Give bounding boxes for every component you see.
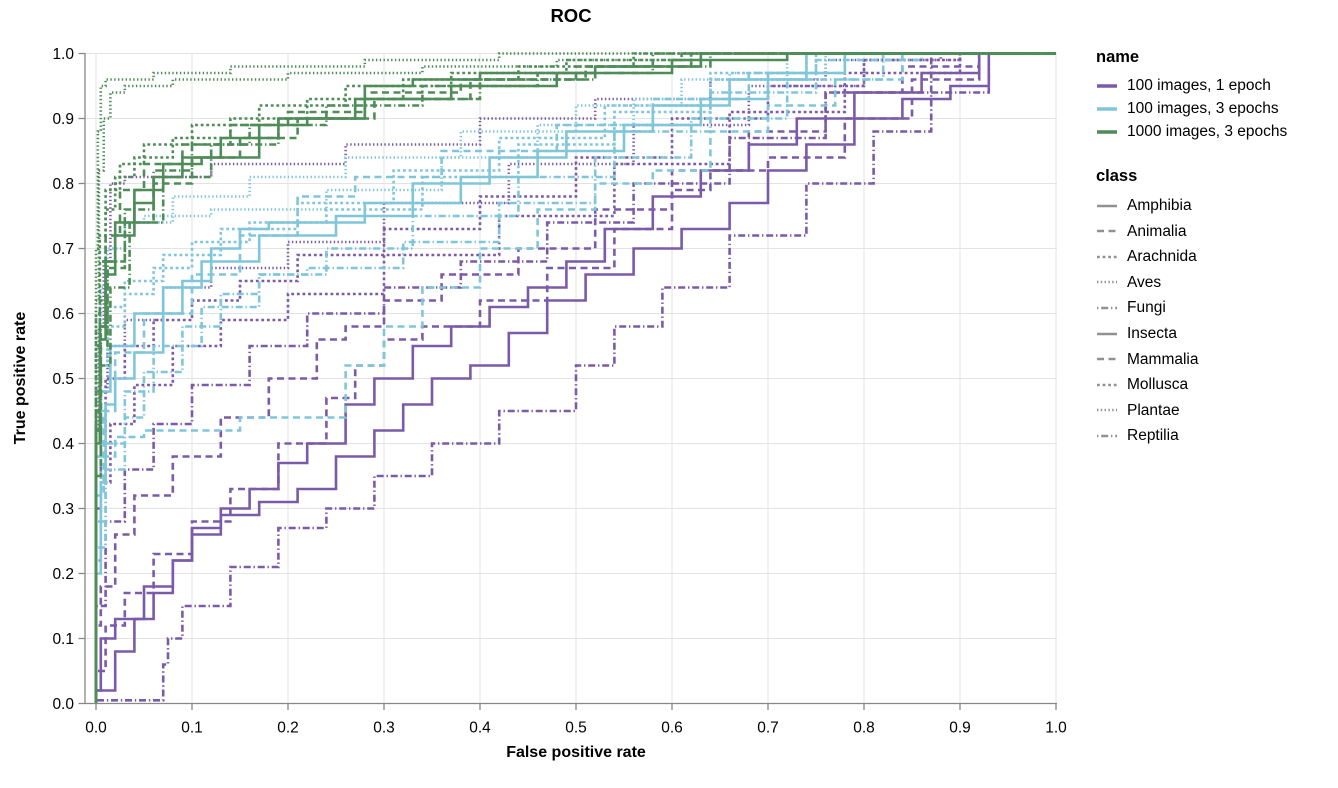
legend-item-mollusca: Mollusca [1096,372,1287,398]
roc-curve-1000-images-3-epochs-reptilia [94,52,1056,704]
roc-curve-100-images-1-epoch-insecta [94,52,1056,704]
legend-item-label: Reptilia [1127,427,1179,445]
legend-swatch-1000-images-3-epochs-icon [1097,130,1117,135]
x-tick-label: 0.8 [853,720,875,737]
legend: name 100 images, 1 epoch 100 images, 3 ep… [1096,47,1287,449]
x-tick-label: 0.0 [85,720,107,737]
legend-swatch-insecta-icon [1097,332,1117,335]
legend-item-insecta: Insecta [1096,321,1287,347]
roc-curve-100-images-1-epoch-plantae [94,52,1056,704]
y-tick-label: 0.2 [52,566,74,583]
legend-item-plantae: Plantae [1096,398,1287,424]
x-tick-label: 0.6 [661,720,683,737]
roc-curve-1000-images-3-epochs-plantae [94,52,1056,704]
legend-item-label: Insecta [1127,324,1177,342]
legend-item-100-images-3-epochs: 100 images, 3 epochs [1096,97,1287,120]
roc-curve-1000-images-3-epochs-aves [94,52,1056,704]
roc-curve-100-images-3-epochs-fungi [94,52,1056,704]
legend-swatch-mollusca-icon [1097,383,1117,387]
legend-item-reptilia: Reptilia [1096,423,1287,449]
roc-curve-100-images-1-epoch-fungi [94,52,1056,704]
roc-curve-100-images-3-epochs-animalia [94,52,1056,704]
legend-swatch-amphibia-icon [1097,204,1117,207]
legend-item-label: 100 images, 3 epochs [1127,100,1279,118]
roc-curve-1000-images-3-epochs-animalia [94,52,1056,704]
legend-class-title: class [1096,166,1138,185]
y-tick-label: 0.7 [52,241,74,258]
y-tick-label: 0.9 [52,111,74,128]
x-tick-label: 0.9 [949,720,971,737]
x-axis-title: False positive rate [506,744,646,761]
axes: 0.0 0.0 0.1 0.1 0.2 0.2 0.3 0.3 0.4 0.4 0.5 0.5 0.6 0… [52,46,1067,737]
legend-swatch-100-images-1-epoch-icon [1097,83,1117,88]
legend-item-label: Animalia [1127,222,1187,240]
legend-item-label: Arachnida [1127,248,1197,266]
roc-curve-100-images-3-epochs-aves [94,52,1056,704]
y-tick-label: 0.6 [52,306,74,323]
x-tick-label: 0.3 [373,720,395,737]
legend-item-mammalia: Mammalia [1096,346,1287,372]
y-tick-label: 0.4 [52,436,74,453]
legend-swatch-aves-icon [1097,281,1117,284]
gridlines [85,53,1057,704]
y-tick-label: 0.5 [52,371,74,388]
roc-curves [94,52,1056,704]
legend-item-animalia: Animalia [1096,218,1287,244]
roc-curve-100-images-1-epoch-reptilia [94,52,1056,704]
legend-item-fungi: Fungi [1096,295,1287,321]
roc-curve-100-images-1-epoch-mammalia [94,52,1056,704]
y-tick-label: 0.8 [52,176,74,193]
x-tick-label: 0.2 [277,720,299,737]
y-axis-title: True positive rate [12,311,29,445]
legend-item-aves: Aves [1096,270,1287,296]
y-tick-label: 0.3 [52,501,74,518]
legend-swatch-fungi-icon [1097,306,1117,310]
y-tick-label: 1.0 [52,46,74,63]
legend-item-label: Amphibia [1127,196,1192,214]
legend-item-label: Aves [1127,273,1162,291]
y-tick-label: 0.0 [52,696,74,713]
x-tick-label: 0.7 [757,720,779,737]
y-tick-label: 0.1 [52,631,74,648]
legend-swatch-arachnida-icon [1097,255,1117,259]
legend-item-label: 100 images, 1 epoch [1127,76,1271,94]
legend-swatch-reptilia-icon [1097,434,1117,438]
legend-item-1000-images-3-epochs: 1000 images, 3 epochs [1096,121,1287,144]
legend-item-label: Mollusca [1127,376,1189,394]
roc-curve-1000-images-3-epochs-mammalia [94,52,1056,704]
chart-title: ROC [550,5,592,26]
legend-name-title: name [1096,48,1140,66]
legend-item-label: Plantae [1127,401,1180,419]
legend-item-arachnida: Arachnida [1096,244,1287,270]
legend-item-100-images-1-epoch: 100 images, 1 epoch [1096,74,1287,97]
legend-item-label: 1000 images, 3 epochs [1127,123,1288,141]
legend-name-items: 100 images, 1 epoch 100 images, 3 epochs 1… [1096,74,1287,144]
roc-curve-100-images-3-epochs-reptilia [94,52,1056,704]
legend-item-label: Fungi [1127,299,1166,317]
roc-curve-100-images-1-epoch-mollusca [94,52,1056,704]
legend-swatch-100-images-3-epochs-icon [1097,107,1117,111]
legend-swatch-mammalia-icon [1097,358,1117,361]
x-tick-label: 0.4 [469,720,491,737]
legend-item-label: Mammalia [1127,350,1199,368]
legend-class-items: Amphibia Animalia Arachnida Aves Fungi Insect… [1096,193,1287,449]
legend-item-amphibia: Amphibia [1096,193,1287,219]
x-tick-label: 0.5 [565,720,587,737]
legend-swatch-animalia-icon [1097,230,1117,233]
x-tick-label: 1.0 [1045,720,1067,737]
legend-swatch-plantae-icon [1097,409,1117,412]
roc-curve-100-images-1-epoch-animalia [94,52,1056,704]
roc-curve-100-images-3-epochs-mammalia [94,52,1056,704]
x-tick-label: 0.1 [181,720,203,737]
